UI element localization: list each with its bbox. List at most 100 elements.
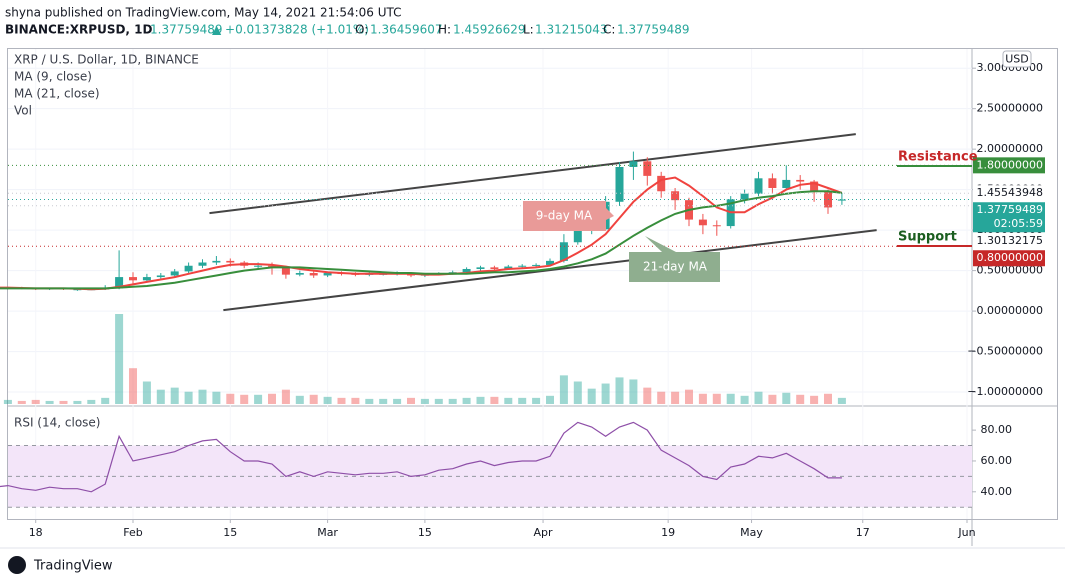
candle-body [657,175,666,192]
volume-bar [448,398,457,404]
volume-bar [712,393,721,404]
volume-bar [657,391,666,404]
volume-bar [434,398,443,404]
candle-body [156,275,165,278]
x-tick-label: Apr [534,526,554,539]
volume-bar [379,398,388,404]
candle-body [740,193,749,200]
ohlc-label: H: [438,23,451,37]
candle-body [504,266,513,269]
candle-body [115,277,124,289]
candle-body [226,260,235,263]
price-label: 0.80000000 [977,251,1043,264]
candle-body [184,265,193,272]
candle-body [643,161,652,176]
volume-bar [254,394,263,404]
volume-bar [796,394,805,404]
volume-bar [45,400,54,404]
volume-bar [601,383,610,404]
change: ▲ +0.01373828 (+1.01%) [212,23,369,37]
candle-body [309,273,318,276]
volume-bar [615,377,624,404]
candle-body [698,219,707,226]
legend-entry: Vol [14,104,32,118]
candle-body [782,179,791,189]
price-label-box [973,250,1045,267]
candle-body [129,277,137,281]
x-tick-label: Feb [123,526,142,539]
legend-entry: MA (9, close) [14,70,92,84]
volume-bar [837,397,846,404]
x-tick-label: 18 [29,526,43,539]
x-tick-label: Jun [957,526,975,539]
volume-bar [115,314,124,404]
candle-body [281,266,290,275]
candle-body [796,179,805,182]
ma-line [0,190,843,290]
volume-bar [824,393,832,404]
ohlc-value: 1.45926629 [453,23,526,37]
candle-body [810,181,819,193]
volume-bar [518,397,527,404]
logo-text: TradingView [33,559,113,574]
volume-bar [59,400,68,404]
volume-bar [587,388,596,404]
candle-body [532,264,541,266]
candle-body [837,199,846,201]
y-tick-label: −1.00000000 [967,385,1043,398]
volume-bar [407,397,415,404]
candle-body [768,178,777,189]
candle-body [462,268,471,273]
candle-body [476,267,485,269]
volume-bar [309,394,318,404]
y-tick-label: 0.00000000 [977,304,1043,317]
price-label: 1.37759489 [977,203,1043,216]
price-label: 1.45543948 [977,186,1043,199]
x-tick-label: 17 [856,526,870,539]
volume-bar [754,391,763,404]
volume-bar [156,389,165,404]
volume-bar [698,393,707,404]
published-line: shyna published on TradingView.com, May … [5,6,402,20]
symbol: BINANCE:XRPUSD, 1D [5,23,153,37]
chart-layer: −1.00000000 −0.50000000 0.00000000 0.500000… [0,49,1045,539]
volume-bar [782,392,791,404]
support-label: Support [898,230,957,245]
volume-bar [532,397,541,404]
y-tick-label: 0.50000000 [977,264,1043,277]
x-tick-label: Mar [317,526,338,539]
volume-bar [643,387,652,404]
rsi-tick-label: 80.00 [981,423,1013,436]
candle-body [142,277,151,281]
volume-bar [629,379,638,404]
candle-body [170,271,179,276]
volume-bar [365,398,374,404]
volume-bar [101,397,110,404]
chart-title: XRP / U.S. Dollar, 1D, BINANCE [14,53,199,67]
volume-bar [337,397,346,404]
ma21-label: 21-day MA [643,260,708,274]
volume-bar [129,368,137,404]
candle-body [295,273,304,275]
price-label: 1.80000000 [977,158,1043,171]
y-tick-label: 2.50000000 [977,102,1043,115]
candle-body [573,230,582,243]
candle-body [254,265,263,267]
trend-line [209,133,856,215]
ohlc-value: 1.31215043 [535,23,608,37]
currency-box [1002,50,1032,68]
currency: USD [1005,53,1029,66]
rsi-tick-label: 60.00 [981,454,1013,467]
ohlc-label: L: [523,23,534,37]
y-tick-label: 2.00000000 [977,142,1043,155]
volume-bar [295,395,304,404]
volume-bar [685,389,693,404]
trend-line [223,229,877,312]
volume-bar [546,395,554,404]
volume-bar [476,396,485,404]
volume-bar [462,397,471,404]
legend-entry: MA (21, close) [14,87,100,101]
candle-body [323,273,332,276]
volume-bar [3,399,12,404]
